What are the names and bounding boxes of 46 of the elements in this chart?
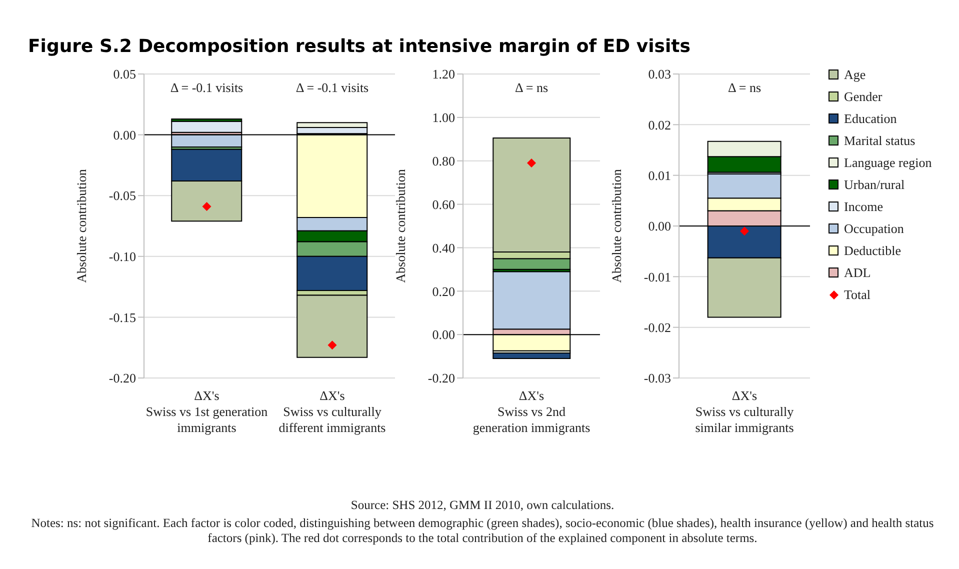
y-tick-label: 0.03 [648, 66, 671, 82]
annotation: Δ = -0.1 visits [294, 80, 370, 96]
x-tick-label: ΔX's Swiss vs 2nd generation immigrants [472, 388, 590, 435]
x-tick-label: ΔX's Swiss vs culturally similar immigrants [695, 388, 794, 435]
legend-label: Income [844, 199, 883, 215]
chart-title: Figure S.2 Decomposition results at intensive margin of ED visits [28, 36, 690, 57]
legend-label: ADL [844, 265, 871, 281]
y-tick-label: -0.20 [428, 370, 455, 386]
legend-label: Occupation [844, 221, 904, 237]
y-tick-label: 0.00 [113, 127, 136, 142]
x-tick-label: ΔX's Swiss vs 1st generation immigrants [146, 388, 268, 435]
x-tick-label: ΔX's Swiss vs culturally different immigrants [278, 388, 386, 435]
y-tick-label: 0.40 [432, 240, 455, 256]
y-tick-label: 0.02 [648, 117, 671, 132]
y-tick-label: 0.05 [113, 66, 136, 82]
y-axis-title: Absolute contribution [609, 168, 624, 283]
legend-label: Urban/rural [844, 177, 905, 193]
y-tick-label: 0.00 [648, 218, 671, 234]
y-tick-label: 0.00 [432, 327, 455, 342]
legend-label: Total [844, 287, 871, 303]
annotation: Δ = ns [726, 80, 762, 96]
legend-label: Gender [844, 89, 882, 105]
y-tick-label: -0.01 [644, 269, 671, 284]
text: Notes: ns: not significant. Each factor is color coded, distinguishing between demographic (green shades), socio-economic (blue shades), health insurance (yellow) and health status factors (pink). The red dot corresponds to the total contribution of the explained component in absolute terms. [30, 516, 935, 546]
legend-label: Language region [844, 155, 932, 171]
y-tick-label: -0.05 [108, 188, 136, 204]
y-tick-label: 0.60 [432, 196, 455, 212]
source-note: Source: SHS 2012, GMM II 2010, own calculations. [350, 498, 616, 513]
annotation: Δ = ns [514, 80, 550, 96]
y-axis-title: Absolute contribution [74, 168, 89, 283]
y-tick-label: 0.01 [648, 168, 671, 183]
legend-label: Marital status [844, 133, 916, 149]
y-tick-label: -0.20 [108, 370, 136, 386]
y-tick-label: 1.00 [432, 110, 455, 126]
annotation: Δ = -0.1 visits [169, 80, 244, 96]
y-tick-label: 0.20 [432, 284, 455, 299]
y-tick-label: -0.15 [108, 310, 136, 325]
y-tick-label: -0.02 [644, 320, 671, 335]
y-tick-label: 0.80 [432, 153, 455, 168]
y-tick-label: 1.20 [432, 66, 455, 82]
legend-label: Deductible [844, 243, 902, 259]
y-tick-label: -0.03 [644, 370, 671, 386]
legend-label: Education [844, 111, 897, 127]
y-axis-title: Absolute contribution [393, 168, 408, 283]
y-tick-label: -0.10 [108, 249, 136, 264]
legend-label: Age [844, 67, 866, 83]
